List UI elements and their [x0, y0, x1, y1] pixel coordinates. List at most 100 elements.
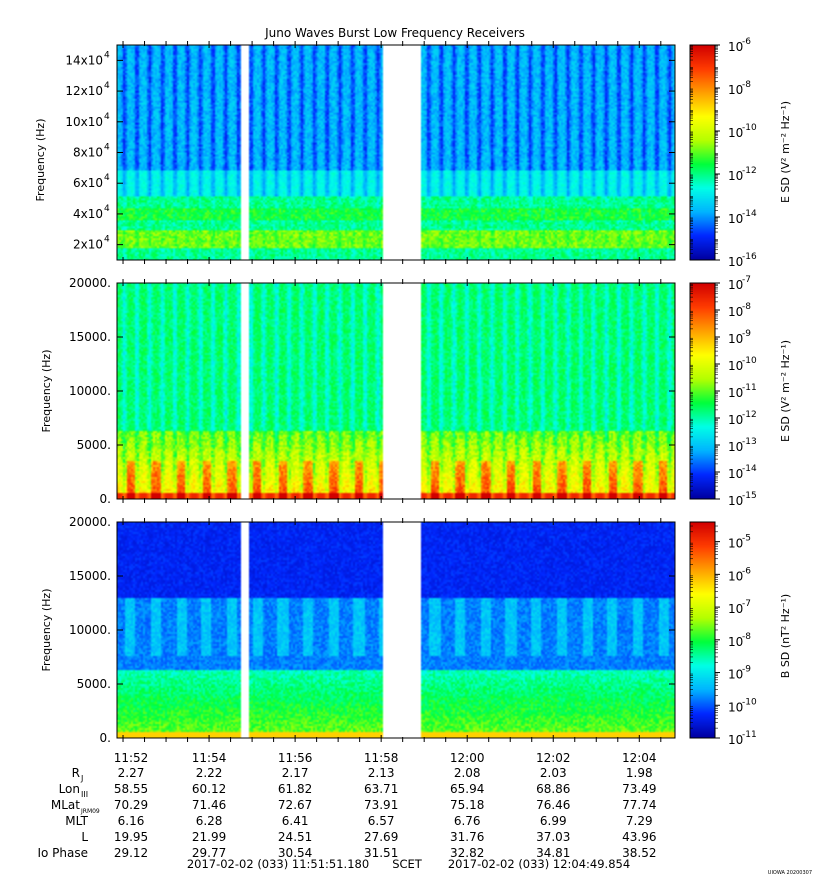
colorbar-tick-label: 10 [728, 359, 743, 373]
y-tick-label: 20000. [69, 276, 111, 290]
colorbar-tick-label: 10 [728, 212, 743, 226]
colorbar-tick-label: 10 [728, 278, 743, 292]
ephemeris-value: 2.27 [118, 766, 145, 780]
colorbar-label-top: E SD (V² m⁻² Hz⁻¹) [779, 101, 792, 203]
ephemeris-value: 30.54 [278, 846, 312, 860]
ephemeris-value: 2.22 [196, 766, 223, 780]
watermark: UIOWA 20200307 [768, 870, 812, 876]
ephemeris-value: 72.67 [278, 798, 312, 812]
ephemeris-value: 2.03 [540, 766, 567, 780]
time-label: 12:02 [536, 751, 571, 765]
colorbar-tick-label: 10 [728, 668, 743, 682]
y-tick-exponent: 4 [104, 143, 110, 153]
y-tick-label: 2x10 [73, 238, 103, 252]
ephemeris-value: 6.99 [540, 814, 567, 828]
ephemeris-value: 6.76 [454, 814, 481, 828]
ephemeris-value: 2.17 [282, 766, 309, 780]
colorbar-tick-exponent: -8 [742, 302, 751, 312]
ephemeris-value: 70.29 [114, 798, 148, 812]
colorbar-tick-label: 10 [728, 700, 743, 714]
y-axis-label-middle: Frequency (Hz) [40, 350, 53, 433]
y-tick-label: 15000. [69, 569, 111, 583]
y-axis-middle: 0. 5000. 10000. 15000. 20000. [69, 276, 675, 506]
colorbar-bottom [690, 522, 715, 738]
ephemeris-values: 2.27 2.22 2.17 2.13 2.08 2.03 1.98 58.55 60.12 61… [114, 766, 657, 860]
ephemeris-value: 65.94 [450, 782, 484, 796]
ephemeris-row-label: Io Phase [37, 846, 88, 860]
colorbar-tick-label: 10 [728, 569, 743, 583]
time-label: 11:56 [278, 751, 313, 765]
y-tick-label: 10000. [69, 384, 111, 398]
y-tick-label: 5000. [77, 677, 111, 691]
ephemeris-value: 27.69 [364, 830, 398, 844]
y-tick-exponent: 4 [104, 235, 110, 245]
colorbar-tick-label: 10 [728, 255, 743, 269]
panel-bottom: 0. 5000. 10000. 15000. 20000. Frequency (Hz)… [40, 515, 792, 747]
colorbar-label-middle: E SD (V² m⁻² Hz⁻¹) [779, 340, 792, 442]
footer-start-time: 2017-02-02 (033) 11:51:51.180 [187, 857, 369, 871]
ephemeris-value: 6.57 [368, 814, 395, 828]
ephemeris-value: 71.46 [192, 798, 226, 812]
colorbar-tick-label: 10 [728, 602, 743, 616]
colorbar-tick-exponent: -12 [742, 166, 757, 176]
colorbar-tick-exponent: -12 [742, 410, 757, 420]
colorbar-tick-exponent: -14 [742, 209, 757, 219]
colorbar-tick-label: 10 [728, 537, 743, 551]
colorbar-tick-label: 10 [728, 386, 743, 400]
colorbar-tick-exponent: -16 [742, 252, 757, 262]
colorbar-tick-label: 10 [728, 494, 743, 508]
colorbar-tick-exponent: -10 [742, 356, 757, 366]
ephemeris-value: 24.51 [278, 830, 312, 844]
y-tick-label: 6x10 [73, 176, 103, 190]
ephemeris-row-subscript: JRM09 [80, 808, 100, 815]
colorbar-tick-exponent: -8 [742, 80, 751, 90]
y-tick-label: 8x10 [73, 146, 103, 160]
y-tick-label: 4x10 [73, 207, 103, 221]
colorbar-tick-label: 10 [728, 40, 743, 54]
y-tick-exponent: 4 [104, 81, 110, 91]
colorbar-tick-label: 10 [728, 305, 743, 319]
colorbar-tick-label: 10 [728, 413, 743, 427]
ephemeris-row-label: L [81, 830, 88, 844]
y-tick-exponent: 4 [104, 50, 110, 60]
y-tick-label: 12x10 [65, 84, 103, 98]
spectrogram-middle [117, 283, 675, 499]
spectrogram-top [117, 45, 675, 260]
colorbar-label-bottom: B SD (nT² Hz⁻¹) [779, 594, 792, 678]
y-axis-bottom: 0. 5000. 10000. 15000. 20000. [69, 515, 675, 745]
time-label: 11:54 [192, 751, 227, 765]
x-ticks-bottom [122, 518, 662, 742]
y-tick-exponent: 4 [104, 204, 110, 214]
ephemeris-value: 38.52 [622, 846, 656, 860]
y-tick-label: 10x10 [65, 115, 103, 129]
ephemeris-value: 31.76 [450, 830, 484, 844]
ephemeris-row-label: R [72, 766, 80, 780]
colorbar-tick-exponent: -7 [742, 599, 751, 609]
colorbar-frame-top [689, 44, 716, 261]
ephemeris-value: 29.77 [192, 846, 226, 860]
y-tick-label: 14x10 [65, 53, 103, 67]
ephemeris-row-label: MLT [65, 814, 88, 828]
y-tick-label: 15000. [69, 330, 111, 344]
colorbar-tick-label: 10 [728, 440, 743, 454]
ephemeris-value: 32.82 [450, 846, 484, 860]
ephemeris-value: 60.12 [192, 782, 226, 796]
colorbar-tick-label: 10 [728, 332, 743, 346]
y-tick-label: 20000. [69, 515, 111, 529]
colorbar-tick-label: 10 [728, 169, 743, 183]
colorbar-tick-label: 10 [728, 733, 743, 747]
ephemeris-value: 2.08 [454, 766, 481, 780]
ephemeris-value: 34.81 [536, 846, 570, 860]
colorbar-tick-exponent: -8 [742, 632, 751, 642]
ephemeris-value: 68.86 [536, 782, 570, 796]
time-label: 12:04 [622, 751, 657, 765]
ephemeris-value: 7.29 [626, 814, 653, 828]
ephemeris-value: 31.51 [364, 846, 398, 860]
colorbar-tick-exponent: -7 [742, 275, 751, 285]
ephemeris-row-label: MLat [51, 798, 80, 812]
